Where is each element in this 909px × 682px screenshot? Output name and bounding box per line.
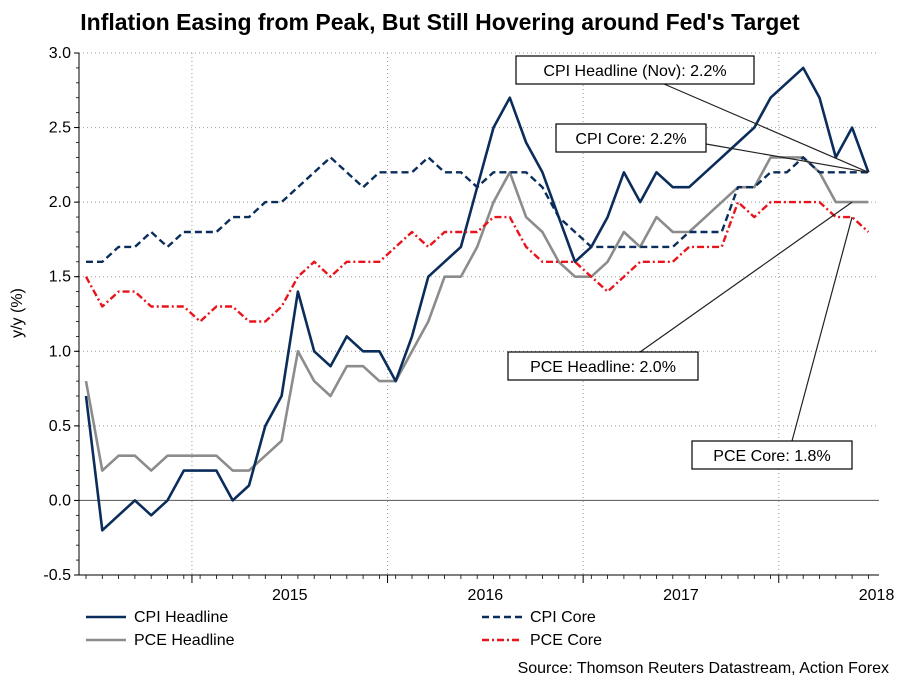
source-note: Source: Thomson Reuters Datastream, Acti… [518,660,889,677]
x-tick-labels: 2015 2016 2017 2018 [272,587,894,604]
callout-box [555,123,707,153]
legend-pce-core: PCE Core [482,632,602,649]
legend-label: CPI Core [530,609,596,626]
pce-core-line [84,200,870,323]
y-tick-label: 2.5 [49,120,71,137]
callout-box [507,351,699,381]
axes [74,52,879,583]
callout-text: PCE Headline: 2.0% [530,359,676,376]
legend-label: CPI Headline [134,609,228,626]
cpi-core-line [86,156,869,263]
annotation-leader [639,201,853,353]
annotation-leader [791,216,853,442]
callout-text: CPI Core: 2.2% [575,131,686,148]
y-axis-label: y/y (%) [9,288,26,338]
x-tick-label: 2018 [859,587,895,604]
callout-pce-headline: PCE Headline: 2.0% [507,351,699,381]
legend-label: PCE Core [530,632,602,649]
y-tick-label: 2.0 [49,194,71,211]
gridlines [79,52,879,575]
y-tick-label: 1.5 [49,269,71,286]
legend-cpi-core: CPI Core [482,609,596,626]
y-tick-label: -0.5 [43,567,71,584]
x-tick-label: 2015 [272,587,308,604]
callout-text: CPI Headline (Nov): 2.2% [543,63,726,80]
callout-box [515,55,755,85]
callout-cpi-headline: CPI Headline (Nov): 2.2% [515,55,755,85]
x-tick-label: 2017 [663,587,699,604]
annotation-leader [663,83,869,173]
annotation-leader [705,143,869,173]
x-tick-label: 2016 [468,587,504,604]
callout-cpi-core: CPI Core: 2.2% [555,123,707,153]
callout-text: PCE Core: 1.8% [713,448,830,465]
callout-pce-core: PCE Core: 1.8% [691,440,853,470]
legend-cpi-headline: CPI Headline [86,609,228,626]
legend-pce-headline: PCE Headline [86,632,235,649]
legend: CPI Headline PCE Headline CPI Core PCE Core [86,609,602,649]
annotations: CPI Headline (Nov): 2.2% CPI Core: 2.2% PC… [507,55,853,470]
series-lines [84,66,870,532]
legend-label: PCE Headline [134,632,235,649]
pce-headline-line [84,156,869,472]
y-tick-labels: 3.0 2.5 2.0 1.5 1.0 0.5 0.0 -0.5 [43,45,71,584]
chart-title: Inflation Easing from Peak, But Still Ho… [80,9,800,35]
annotation-leaders [639,83,869,442]
y-tick-label: 3.0 [49,45,71,62]
callout-box [691,440,853,470]
y-tick-label: 0.0 [49,492,71,509]
y-tick-label: 1.0 [49,343,71,360]
y-tick-label: 0.5 [49,418,71,435]
